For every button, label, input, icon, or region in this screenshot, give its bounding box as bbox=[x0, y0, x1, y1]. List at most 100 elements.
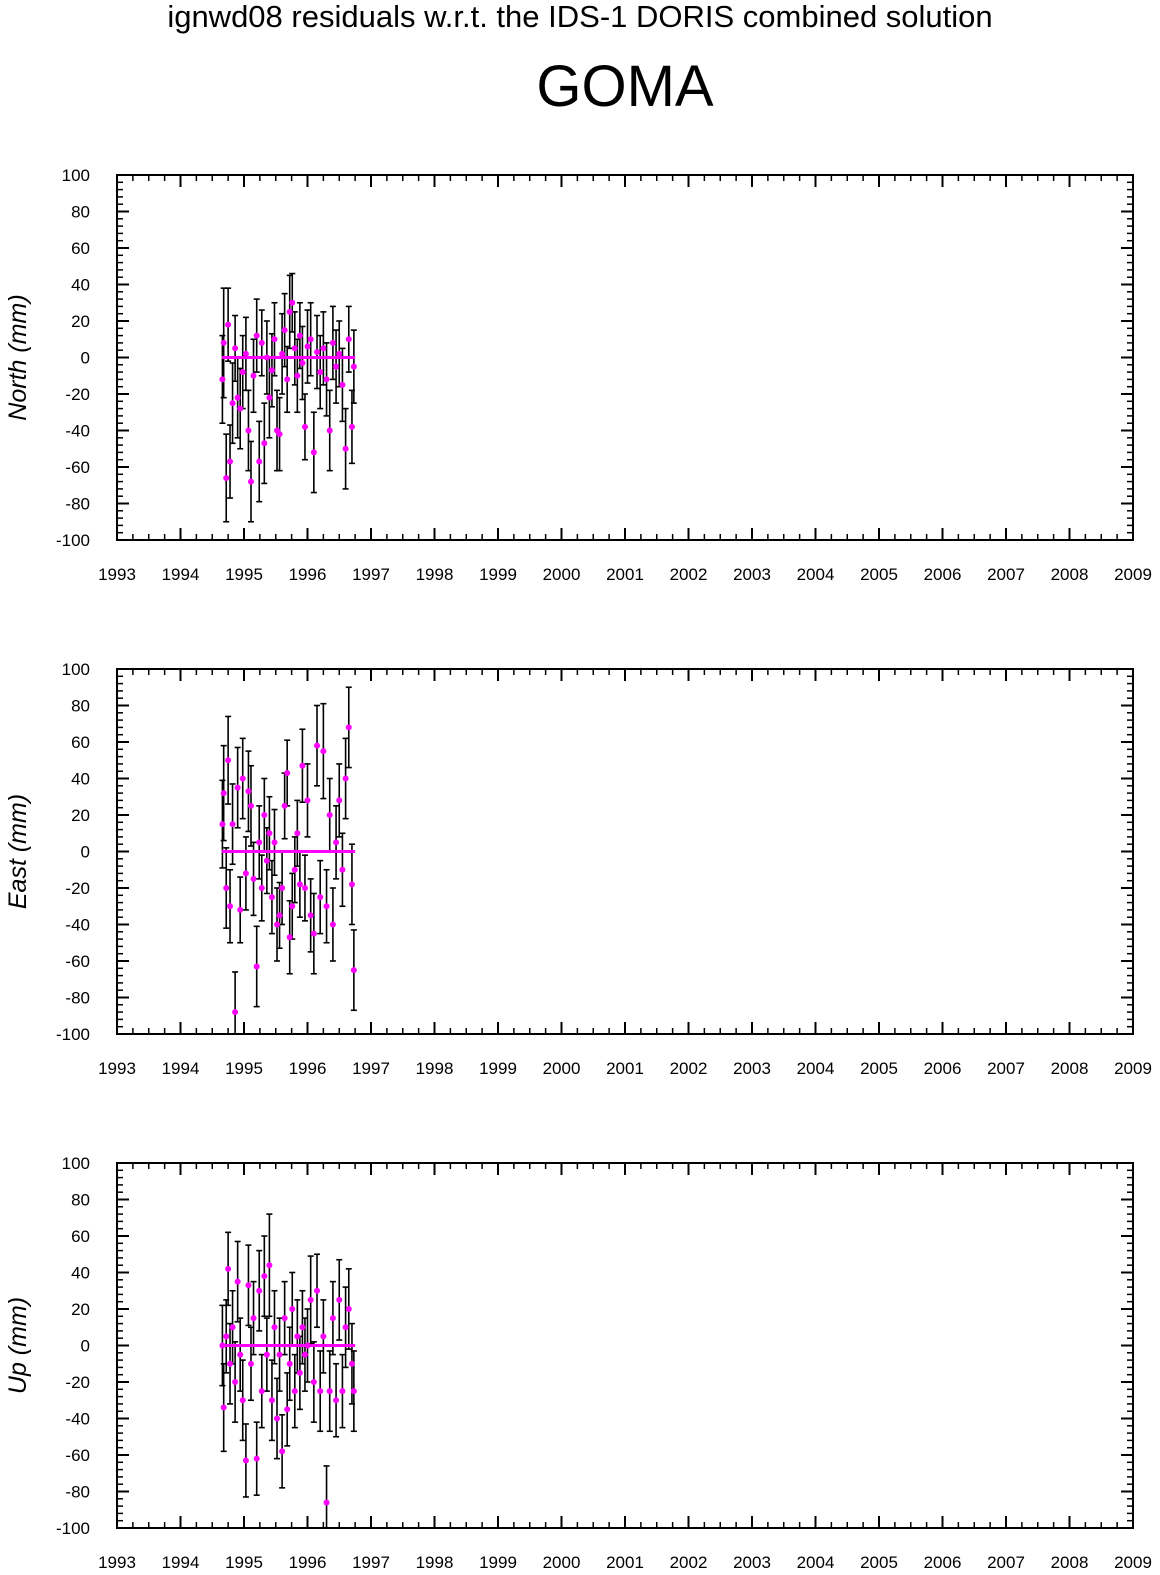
y-tick-label: 100 bbox=[62, 166, 90, 185]
x-tick-label: 2000 bbox=[543, 565, 581, 584]
x-tick-label: 2004 bbox=[797, 565, 835, 584]
data-point bbox=[314, 742, 321, 749]
data-point bbox=[219, 821, 226, 828]
y-tick-label: -100 bbox=[56, 1519, 90, 1538]
x-tick-label: 1995 bbox=[225, 1059, 263, 1078]
x-tick-label: 2000 bbox=[543, 1059, 581, 1078]
data-point bbox=[307, 336, 314, 343]
y-tick-label: -40 bbox=[65, 422, 90, 441]
data-point bbox=[304, 1342, 311, 1349]
data-point bbox=[245, 1282, 252, 1289]
data-point bbox=[326, 1388, 333, 1395]
data-point bbox=[247, 1360, 254, 1367]
x-tick-label: 2001 bbox=[606, 565, 644, 584]
data-point bbox=[250, 875, 257, 882]
data-point bbox=[250, 372, 257, 379]
y-tick-label: -60 bbox=[65, 1446, 90, 1465]
y-axis-label: North (mm) bbox=[4, 294, 32, 420]
data-point bbox=[284, 770, 291, 777]
data-point bbox=[281, 327, 288, 334]
y-tick-label: 100 bbox=[62, 660, 90, 679]
data-point bbox=[317, 369, 324, 376]
x-tick-label: 1994 bbox=[162, 565, 200, 584]
data-point bbox=[253, 963, 260, 970]
data-point bbox=[336, 1296, 343, 1303]
data-point bbox=[220, 1404, 227, 1411]
x-tick-label: 2001 bbox=[606, 1059, 644, 1078]
y-tick-label: 40 bbox=[71, 1264, 90, 1283]
data-point bbox=[232, 1009, 239, 1016]
data-point bbox=[268, 367, 275, 374]
data-point bbox=[276, 1351, 283, 1358]
data-point bbox=[317, 894, 324, 901]
x-tick-label: 1993 bbox=[98, 565, 136, 584]
x-tick-label: 1997 bbox=[352, 565, 390, 584]
x-tick-label: 1994 bbox=[162, 1059, 200, 1078]
north-panel: 1993 1994 1995 1996 1997 1998 1999 2000 2001 2002… bbox=[4, 166, 1152, 584]
data-layer bbox=[219, 686, 357, 1034]
data-point bbox=[345, 336, 352, 343]
data-point bbox=[291, 1388, 298, 1395]
x-tick-label: 2003 bbox=[733, 1059, 771, 1078]
x-tick-label: 1998 bbox=[416, 1059, 454, 1078]
data-point bbox=[229, 821, 236, 828]
data-point bbox=[294, 1333, 301, 1340]
x-tick-label: 2007 bbox=[987, 565, 1025, 584]
y-tick-label: -80 bbox=[65, 1483, 90, 1502]
y-tick-label: -20 bbox=[65, 385, 90, 404]
data-point bbox=[247, 802, 254, 809]
data-point bbox=[256, 839, 263, 846]
data-point bbox=[271, 839, 278, 846]
data-point bbox=[258, 1388, 265, 1395]
data-point bbox=[342, 445, 349, 452]
data-point bbox=[286, 308, 293, 315]
y-tick-label: -20 bbox=[65, 879, 90, 898]
data-point bbox=[342, 775, 349, 782]
x-tick-label: 2009 bbox=[1114, 1059, 1152, 1078]
data-point bbox=[266, 830, 273, 837]
data-point bbox=[220, 339, 227, 346]
data-point bbox=[227, 1360, 234, 1367]
data-point bbox=[350, 967, 357, 974]
data-layer bbox=[219, 1213, 357, 1528]
x-tick-label: 2003 bbox=[733, 1553, 771, 1572]
data-point bbox=[314, 349, 321, 356]
data-point bbox=[242, 870, 249, 877]
x-tick-label: 1996 bbox=[289, 565, 327, 584]
y-axis-label: Up (mm) bbox=[4, 1297, 32, 1394]
y-tick-label: 40 bbox=[71, 276, 90, 295]
data-point bbox=[307, 1296, 314, 1303]
data-point bbox=[289, 299, 296, 306]
data-point bbox=[266, 1262, 273, 1269]
data-point bbox=[296, 881, 303, 888]
data-point bbox=[317, 1388, 324, 1395]
data-point bbox=[266, 394, 273, 401]
data-point bbox=[348, 1360, 355, 1367]
data-point bbox=[247, 478, 254, 485]
data-point bbox=[237, 906, 244, 913]
data-point bbox=[279, 1448, 286, 1455]
x-tick-label: 2009 bbox=[1114, 1553, 1152, 1572]
data-point bbox=[329, 1315, 336, 1322]
x-tick-label: 2005 bbox=[860, 1553, 898, 1572]
data-point bbox=[281, 1315, 288, 1322]
data-point bbox=[339, 866, 346, 873]
data-point bbox=[271, 336, 278, 343]
y-axis-label: East (mm) bbox=[4, 794, 32, 909]
x-tick-label: 1999 bbox=[479, 1059, 517, 1078]
data-point bbox=[286, 934, 293, 941]
data-point bbox=[276, 912, 283, 919]
data-point bbox=[239, 369, 246, 376]
x-tick-label: 1998 bbox=[416, 1553, 454, 1572]
data-point bbox=[333, 1397, 340, 1404]
data-point bbox=[237, 405, 244, 412]
y-tick-label: -80 bbox=[65, 495, 90, 514]
y-tick-label: 20 bbox=[71, 312, 90, 331]
data-point bbox=[274, 921, 281, 928]
x-tick-label: 2007 bbox=[987, 1553, 1025, 1572]
data-point bbox=[339, 1388, 346, 1395]
data-point bbox=[223, 885, 230, 891]
data-point bbox=[304, 343, 311, 350]
y-tick-label: 40 bbox=[71, 770, 90, 789]
x-tick-label: 1995 bbox=[225, 1553, 263, 1572]
